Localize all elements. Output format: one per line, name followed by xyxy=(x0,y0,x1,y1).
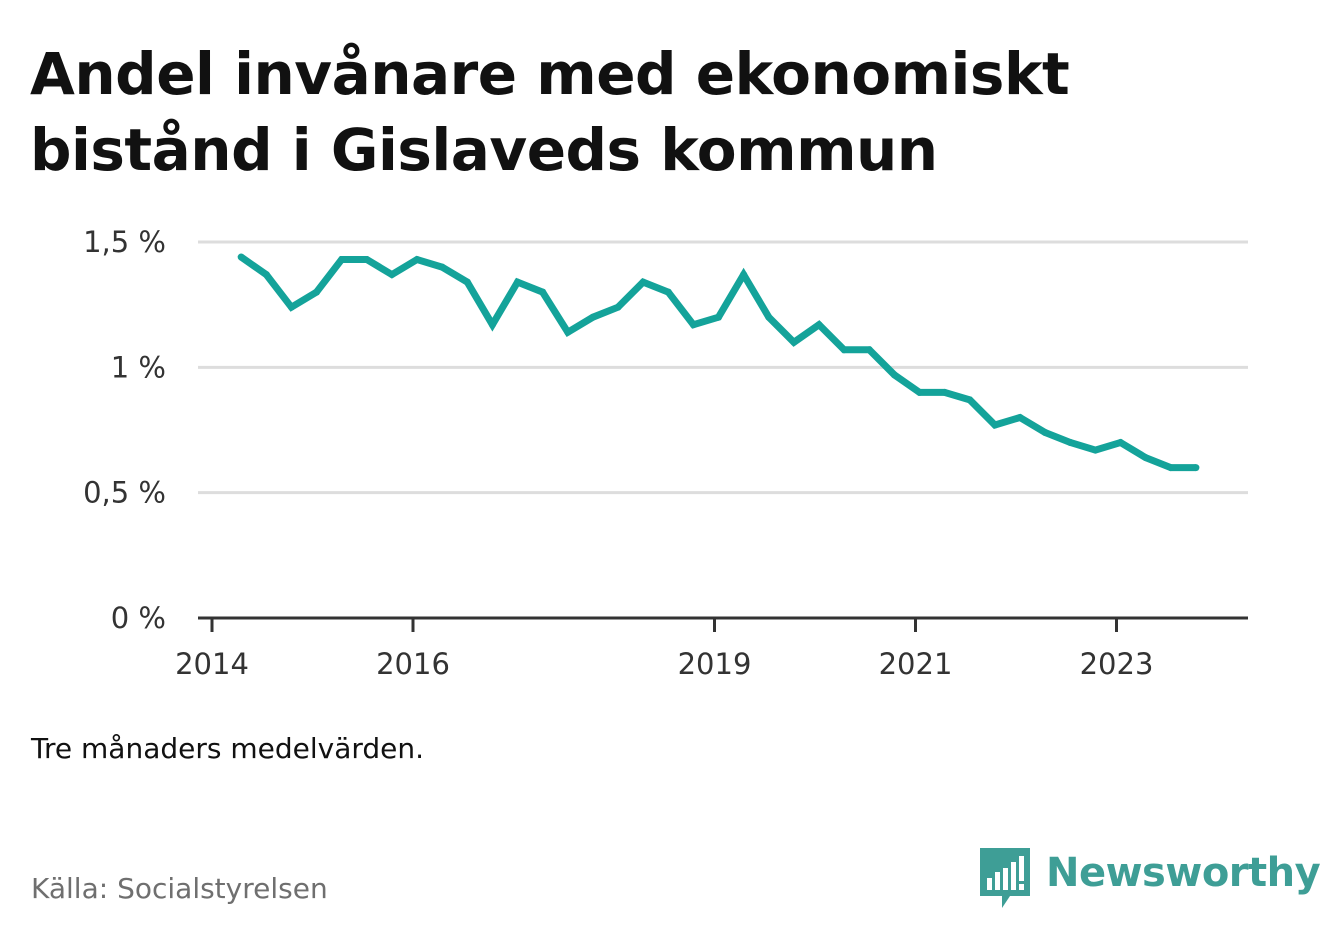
line-chart: 0 % 0,5 % 1 % 1,5 % 2014 2016 2019 2021 2023 xyxy=(83,225,1248,681)
data-point xyxy=(564,328,572,336)
data-point xyxy=(966,396,974,404)
data-point xyxy=(1041,429,1049,437)
series-line xyxy=(239,254,1196,472)
data-point xyxy=(614,303,622,311)
data-point xyxy=(715,313,723,321)
data-point xyxy=(1192,464,1200,472)
data-point xyxy=(539,288,547,296)
data-point xyxy=(865,346,873,354)
data-point xyxy=(815,321,823,329)
y-tick-label: 1,5 % xyxy=(83,225,166,259)
data-point xyxy=(413,256,421,264)
data-point xyxy=(991,421,999,429)
x-tick-label: 2016 xyxy=(376,647,450,681)
x-tick-label: 2019 xyxy=(678,647,752,681)
data-point xyxy=(890,371,898,379)
data-point xyxy=(1142,454,1150,462)
brand-logo: Newsworthy xyxy=(980,848,1321,912)
data-point xyxy=(840,346,848,354)
data-point xyxy=(664,288,672,296)
data-point xyxy=(689,321,697,329)
data-point xyxy=(1167,464,1175,472)
data-point xyxy=(363,256,371,264)
brand-name: Newsworthy xyxy=(1046,850,1321,896)
y-tick-label: 1 % xyxy=(111,350,166,384)
data-point xyxy=(438,263,446,271)
data-point xyxy=(463,278,471,286)
data-point xyxy=(941,388,949,396)
source-credit: Källa: Socialstyrelsen xyxy=(31,872,328,905)
data-point xyxy=(765,313,773,321)
data-point xyxy=(262,271,270,279)
data-point xyxy=(1091,446,1099,454)
series-layer xyxy=(237,253,1200,472)
data-point xyxy=(1066,439,1074,447)
x-tick-label: 2023 xyxy=(1080,647,1154,681)
y-tick-label: 0 % xyxy=(111,601,166,635)
data-point xyxy=(1117,439,1125,447)
data-point xyxy=(313,288,321,296)
x-tick-label: 2021 xyxy=(879,647,953,681)
data-point xyxy=(916,388,924,396)
data-point xyxy=(790,338,798,346)
y-tick-label: 0,5 % xyxy=(83,476,166,510)
chart-note: Tre månaders medelvärden. xyxy=(31,732,425,765)
chart-title: Andel invånare med ekonomiskt bistånd i … xyxy=(30,40,1070,184)
data-point xyxy=(514,278,522,286)
data-point xyxy=(237,253,245,261)
data-point xyxy=(639,278,647,286)
data-point xyxy=(338,256,346,264)
newsworthy-logo-icon xyxy=(980,848,1030,908)
data-point xyxy=(740,271,748,279)
data-point xyxy=(287,303,295,311)
y-axis-labels: 0 % 0,5 % 1 % 1,5 % xyxy=(83,225,166,635)
x-tick-label: 2014 xyxy=(175,647,249,681)
data-point xyxy=(388,271,396,279)
data-point xyxy=(488,321,496,329)
x-axis: 2014 2016 2019 2021 2023 xyxy=(175,616,1248,681)
data-point xyxy=(1016,413,1024,421)
data-point xyxy=(589,313,597,321)
gridlines xyxy=(198,240,1248,495)
